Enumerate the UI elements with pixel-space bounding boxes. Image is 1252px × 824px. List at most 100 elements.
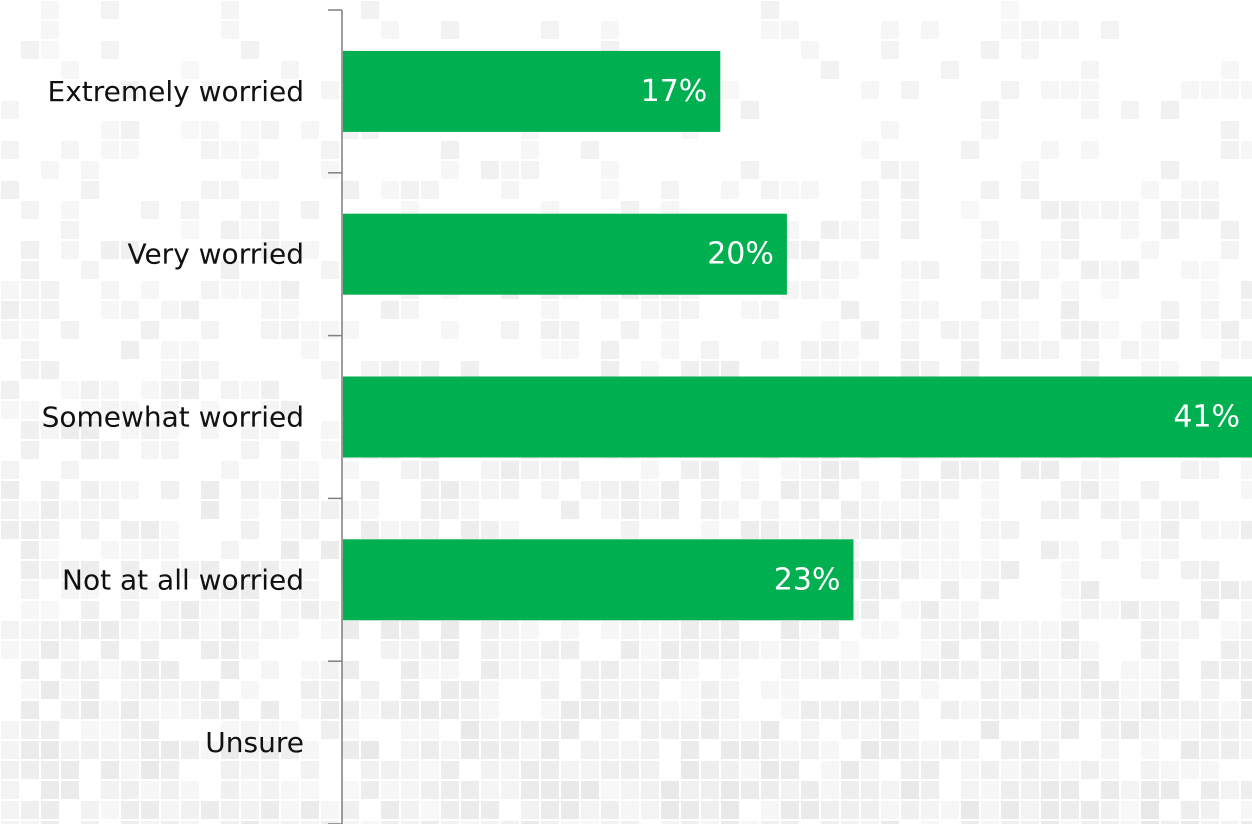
mosaic-tile <box>1161 721 1179 739</box>
mosaic-tile <box>301 681 319 699</box>
mosaic-tile <box>301 121 319 139</box>
mosaic-tile <box>841 721 859 739</box>
mosaic-tile <box>381 801 399 819</box>
mosaic-tile <box>61 761 79 779</box>
mosaic-tile <box>721 781 739 799</box>
mosaic-tile <box>121 761 139 779</box>
mosaic-tile <box>1221 341 1239 359</box>
mosaic-tile <box>681 621 699 639</box>
mosaic-tile <box>601 181 619 199</box>
mosaic-tile <box>61 421 79 439</box>
mosaic-tile <box>1221 581 1239 599</box>
mosaic-tile <box>821 761 839 779</box>
mosaic-tile <box>561 801 579 819</box>
mosaic-tile <box>261 161 279 179</box>
mosaic-tile <box>1161 701 1179 719</box>
mosaic-tile <box>341 661 359 679</box>
mosaic-tile <box>381 521 399 539</box>
category-label: Unsure <box>205 726 304 759</box>
mosaic-tile <box>1241 521 1252 539</box>
mosaic-tile <box>1061 481 1079 499</box>
mosaic-tile <box>821 221 839 239</box>
mosaic-tile <box>701 821 719 824</box>
mosaic-tile <box>181 61 199 79</box>
mosaic-tile <box>781 681 799 699</box>
mosaic-tile <box>161 341 179 359</box>
mosaic-tile <box>1001 1 1019 19</box>
mosaic-tile <box>701 641 719 659</box>
mosaic-tile <box>241 161 259 179</box>
mosaic-tile <box>61 661 79 679</box>
mosaic-tile <box>921 601 939 619</box>
mosaic-tile <box>161 361 179 379</box>
mosaic-tile <box>201 321 219 339</box>
mosaic-tile <box>1001 521 1019 539</box>
mosaic-tile <box>1 621 19 639</box>
mosaic-tile <box>141 281 159 299</box>
mosaic-tile <box>81 561 99 579</box>
mosaic-tile <box>381 761 399 779</box>
mosaic-tile <box>721 681 739 699</box>
mosaic-tile <box>1041 461 1059 479</box>
mosaic-tile <box>281 281 299 299</box>
mosaic-tile <box>1241 661 1252 679</box>
mosaic-tile <box>1221 141 1239 159</box>
mosaic-tile <box>981 41 999 59</box>
mosaic-tile <box>1041 261 1059 279</box>
mosaic-tile <box>121 741 139 759</box>
mosaic-tile <box>301 581 319 599</box>
mosaic-tile <box>521 721 539 739</box>
mosaic-tile <box>21 401 39 419</box>
mosaic-tile <box>141 781 159 799</box>
mosaic-tile <box>201 401 219 419</box>
mosaic-tile <box>641 781 659 799</box>
mosaic-tile <box>1041 81 1059 99</box>
mosaic-tile <box>201 561 219 579</box>
mosaic-tile <box>281 561 299 579</box>
mosaic-tile <box>641 641 659 659</box>
mosaic-tile <box>341 461 359 479</box>
mosaic-tile <box>921 801 939 819</box>
mosaic-tile <box>501 741 519 759</box>
mosaic-tile <box>1201 361 1219 379</box>
mosaic-tile <box>21 681 39 699</box>
mosaic-tile <box>41 741 59 759</box>
mosaic-tile <box>121 801 139 819</box>
mosaic-tile <box>1201 741 1219 759</box>
mosaic-tile <box>101 761 119 779</box>
mosaic-tile <box>761 301 779 319</box>
mosaic-tile <box>461 521 479 539</box>
mosaic-tile <box>161 301 179 319</box>
mosaic-tile <box>441 141 459 159</box>
mosaic-tile <box>261 561 279 579</box>
mosaic-tile <box>321 541 339 559</box>
mosaic-tile <box>781 701 799 719</box>
mosaic-tile <box>641 801 659 819</box>
mosaic-tile <box>1241 461 1252 479</box>
mosaic-tile <box>741 821 759 824</box>
mosaic-tile <box>81 501 99 519</box>
mosaic-tile <box>561 821 579 824</box>
mosaic-tile <box>1121 501 1139 519</box>
mosaic-tile <box>921 481 939 499</box>
mosaic-tile <box>201 421 219 439</box>
mosaic-tile <box>41 281 59 299</box>
mosaic-tile <box>701 481 719 499</box>
mosaic-tile <box>1141 781 1159 799</box>
mosaic-tile <box>161 441 179 459</box>
mosaic-tile <box>141 541 159 559</box>
mosaic-tile <box>121 701 139 719</box>
mosaic-tile <box>861 581 879 599</box>
mosaic-tile <box>1 801 19 819</box>
mosaic-tile <box>721 801 739 819</box>
mosaic-tile <box>1101 681 1119 699</box>
mosaic-tile <box>401 821 419 824</box>
mosaic-tile <box>481 661 499 679</box>
mosaic-tile <box>1021 781 1039 799</box>
mosaic-tile <box>1161 301 1179 319</box>
mosaic-tile <box>241 781 259 799</box>
mosaic-tile <box>1181 701 1199 719</box>
mosaic-tile <box>581 681 599 699</box>
mosaic-tile <box>901 361 919 379</box>
mosaic-tile <box>101 1 119 19</box>
